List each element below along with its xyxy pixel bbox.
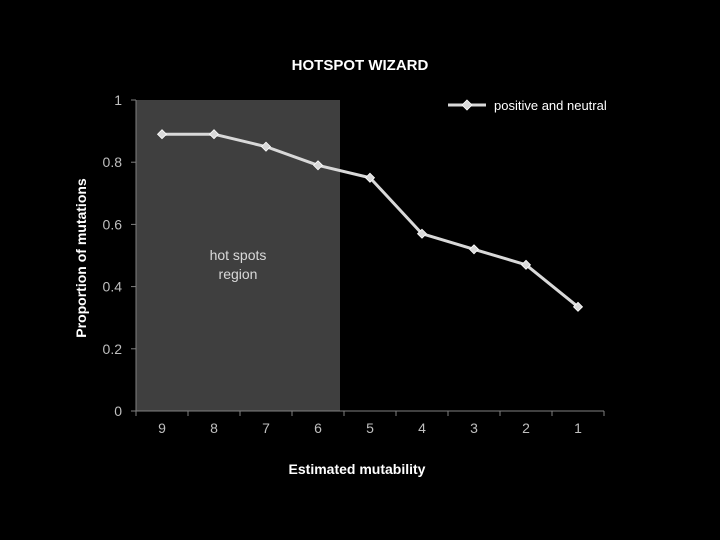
data-point-marker [312, 160, 324, 171]
y-tick-label: 1 [114, 92, 122, 108]
data-point-marker [208, 129, 220, 140]
y-tick-label: 0.4 [103, 279, 123, 295]
x-tick-label: 4 [418, 420, 426, 436]
legend-label: positive and neutral [494, 98, 607, 113]
y-tick-label: 0.8 [103, 154, 123, 170]
region-label-line2: region [219, 266, 258, 282]
data-point-marker [364, 172, 376, 183]
y-tick-label: 0 [114, 403, 122, 419]
hot-spots-region [136, 100, 340, 411]
region-label-line1: hot spots [210, 247, 267, 263]
x-tick-label: 3 [470, 420, 478, 436]
y-tick-label: 0.2 [103, 341, 123, 357]
y-axis-title: Proportion of mutations [73, 178, 89, 338]
y-tick-label: 0.6 [103, 216, 123, 232]
x-axis-title: Estimated mutability [289, 461, 426, 477]
data-point-marker [572, 301, 584, 312]
data-point-marker [520, 259, 532, 270]
data-point-marker [416, 228, 428, 239]
legend-marker [461, 99, 473, 111]
data-point-marker [156, 129, 168, 140]
series-layer [156, 129, 584, 312]
x-tick-label: 6 [314, 420, 322, 436]
chart-title: HOTSPOT WIZARD [292, 57, 429, 74]
x-tick-label: 1 [574, 420, 582, 436]
x-tick-label: 8 [210, 420, 218, 436]
data-point-marker [468, 244, 480, 255]
axes: 0 0.2 0.4 0.6 0.8 1 9 8 7 6 5 4 3 2 1 [103, 92, 605, 436]
x-tick-label: 7 [262, 420, 270, 436]
legend: positive and neutral [448, 98, 607, 113]
x-tick-label: 2 [522, 420, 530, 436]
x-tick-label: 9 [158, 420, 166, 436]
x-tick-label: 5 [366, 420, 374, 436]
data-point-marker [260, 141, 272, 152]
